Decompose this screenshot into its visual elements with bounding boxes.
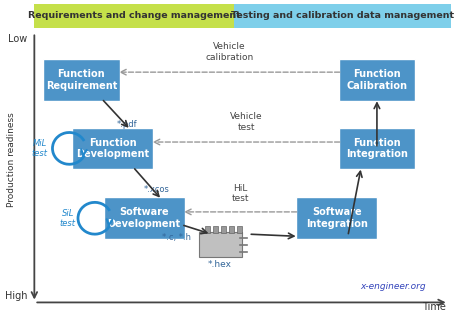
Text: Software
Development: Software Development — [108, 207, 181, 229]
FancyBboxPatch shape — [212, 226, 218, 233]
FancyBboxPatch shape — [204, 226, 210, 233]
Text: Function
Integration: Function Integration — [346, 137, 408, 159]
Text: Function
Requirement: Function Requirement — [46, 69, 117, 91]
FancyBboxPatch shape — [338, 128, 415, 169]
Text: Time: Time — [422, 302, 447, 312]
FancyBboxPatch shape — [234, 4, 451, 28]
FancyBboxPatch shape — [103, 197, 184, 239]
Text: Requirements and change management: Requirements and change management — [27, 11, 240, 20]
FancyBboxPatch shape — [72, 128, 153, 169]
Text: High: High — [5, 291, 27, 301]
Text: SiL
test: SiL test — [60, 209, 76, 228]
FancyBboxPatch shape — [43, 59, 119, 101]
FancyBboxPatch shape — [296, 197, 377, 239]
FancyBboxPatch shape — [220, 226, 226, 233]
Text: Vehicle
test: Vehicle test — [230, 113, 263, 132]
FancyBboxPatch shape — [199, 232, 242, 257]
FancyBboxPatch shape — [237, 226, 242, 233]
Text: *.hex: *.hex — [208, 260, 232, 269]
Text: *.pdf: *.pdf — [117, 120, 138, 129]
FancyBboxPatch shape — [338, 59, 415, 101]
Text: Software
Integration: Software Integration — [306, 207, 367, 229]
FancyBboxPatch shape — [228, 226, 234, 233]
Text: Vehicle
calibration: Vehicle calibration — [205, 42, 253, 62]
Text: *.c, *.h: *.c, *.h — [162, 233, 191, 242]
Text: *.xcos: *.xcos — [144, 185, 170, 194]
Text: x-engineer.org: x-engineer.org — [360, 282, 426, 291]
Text: Testing and calibration data management: Testing and calibration data management — [231, 11, 454, 20]
Text: MiL
test: MiL test — [32, 139, 48, 158]
Text: Low: Low — [9, 34, 27, 44]
Text: Function
Development: Function Development — [76, 137, 149, 159]
FancyBboxPatch shape — [34, 4, 234, 28]
Text: Function
Calibration: Function Calibration — [346, 69, 408, 91]
Text: Production readiness: Production readiness — [7, 112, 16, 207]
Text: HiL
test: HiL test — [232, 184, 249, 203]
